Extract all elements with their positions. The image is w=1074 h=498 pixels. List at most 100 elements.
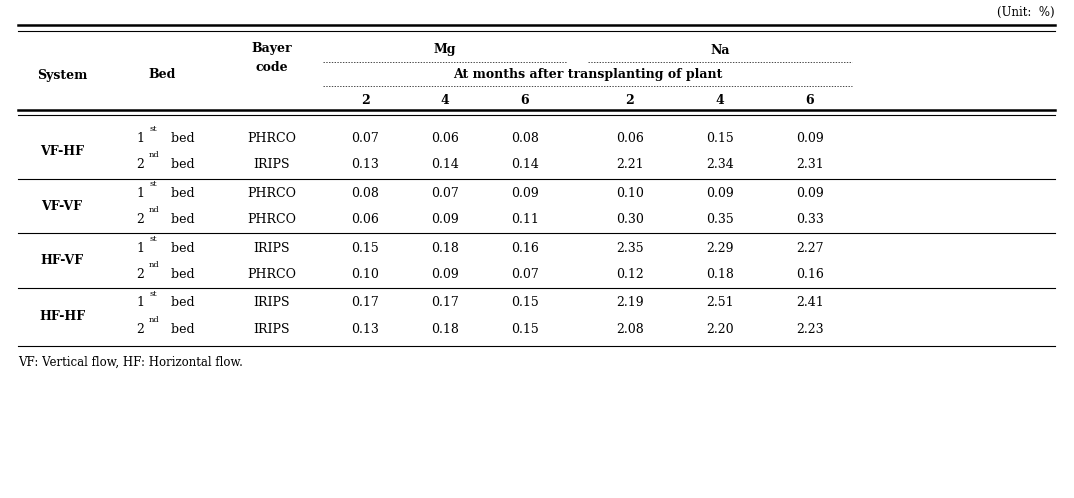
Text: 0.10: 0.10 — [616, 186, 644, 200]
Text: HF-VF: HF-VF — [41, 254, 84, 267]
Text: 0.16: 0.16 — [511, 242, 539, 254]
Text: Phragmites communis: Phragmites communis — [71, 377, 204, 390]
Text: 0.35: 0.35 — [706, 213, 734, 226]
Text: 0.18: 0.18 — [706, 267, 734, 280]
Text: nd: nd — [149, 316, 160, 324]
Text: PHRCO: PHRCO — [247, 131, 296, 144]
Text: At months after transplanting of plant: At months after transplanting of plant — [453, 68, 722, 81]
Text: Bayer: Bayer — [251, 41, 292, 54]
Text: 0.06: 0.06 — [616, 131, 644, 144]
Text: st: st — [149, 125, 157, 133]
Text: 2.23: 2.23 — [796, 323, 824, 336]
Text: st: st — [149, 180, 157, 188]
Text: 0.06: 0.06 — [431, 131, 459, 144]
Text: 0.07: 0.07 — [431, 186, 459, 200]
Text: (Unit:  %): (Unit: %) — [998, 5, 1055, 18]
Text: 2: 2 — [136, 267, 144, 280]
Text: 1: 1 — [136, 131, 144, 144]
Text: 0.18: 0.18 — [431, 242, 459, 254]
Text: TRINUS, IRIPS:: TRINUS, IRIPS: — [204, 377, 307, 390]
Text: 1: 1 — [136, 242, 144, 254]
Text: bed: bed — [166, 242, 194, 254]
Text: 0.09: 0.09 — [706, 186, 734, 200]
Text: Bed: Bed — [148, 69, 176, 82]
Text: 4: 4 — [440, 94, 449, 107]
Text: Iris peseudoacorus: Iris peseudoacorus — [307, 377, 421, 390]
Text: 0.09: 0.09 — [431, 213, 459, 226]
Text: 0.30: 0.30 — [616, 213, 644, 226]
Text: 2.34: 2.34 — [706, 157, 734, 170]
Text: 0.07: 0.07 — [511, 267, 539, 280]
Text: 2: 2 — [361, 94, 369, 107]
Text: 0.12: 0.12 — [616, 267, 644, 280]
Text: 2: 2 — [136, 213, 144, 226]
Text: bed: bed — [166, 213, 194, 226]
Text: bed: bed — [166, 131, 194, 144]
Text: 0.15: 0.15 — [706, 131, 734, 144]
Text: nd: nd — [149, 261, 160, 269]
Text: bed: bed — [166, 186, 194, 200]
Text: 1: 1 — [136, 296, 144, 309]
Text: 0.10: 0.10 — [351, 267, 379, 280]
Text: 0.14: 0.14 — [511, 157, 539, 170]
Text: VF-HF: VF-HF — [40, 144, 84, 157]
Text: 0.15: 0.15 — [511, 296, 539, 309]
Text: 0.16: 0.16 — [796, 267, 824, 280]
Text: 2.19: 2.19 — [616, 296, 643, 309]
Text: 0.08: 0.08 — [351, 186, 379, 200]
Text: 2.31: 2.31 — [796, 157, 824, 170]
Text: 0.11: 0.11 — [511, 213, 539, 226]
Text: 6: 6 — [521, 94, 529, 107]
Text: PHRCO: PHRCO — [247, 213, 296, 226]
Text: 0.13: 0.13 — [351, 157, 379, 170]
Text: bed: bed — [166, 267, 194, 280]
Text: code: code — [256, 61, 288, 75]
Text: 2: 2 — [626, 94, 635, 107]
Text: IRIPS: IRIPS — [253, 242, 290, 254]
Text: 0.17: 0.17 — [431, 296, 459, 309]
Text: st: st — [149, 290, 157, 298]
Text: nd: nd — [149, 206, 160, 214]
Text: 0.14: 0.14 — [431, 157, 459, 170]
Text: VF-VF: VF-VF — [42, 200, 83, 213]
Text: Mg: Mg — [434, 43, 456, 56]
Text: bed: bed — [166, 296, 194, 309]
Text: 2.41: 2.41 — [796, 296, 824, 309]
Text: 0.09: 0.09 — [511, 186, 539, 200]
Text: 2: 2 — [136, 157, 144, 170]
Text: 2.27: 2.27 — [796, 242, 824, 254]
Text: 0.06: 0.06 — [351, 213, 379, 226]
Text: 2.20: 2.20 — [707, 323, 734, 336]
Text: Na: Na — [710, 43, 729, 56]
Text: 0.09: 0.09 — [431, 267, 459, 280]
Text: IRIPS: IRIPS — [253, 157, 290, 170]
Text: 2.08: 2.08 — [616, 323, 644, 336]
Text: System: System — [37, 69, 87, 82]
Text: 0.18: 0.18 — [431, 323, 459, 336]
Text: 0.15: 0.15 — [511, 323, 539, 336]
Text: 0.09: 0.09 — [796, 131, 824, 144]
Text: 1: 1 — [136, 186, 144, 200]
Text: 2: 2 — [136, 323, 144, 336]
Text: nd: nd — [149, 151, 160, 159]
Text: HF-HF: HF-HF — [39, 309, 85, 323]
Text: 6: 6 — [806, 94, 814, 107]
Text: PHRCO: PHRCO — [247, 186, 296, 200]
Text: 0.07: 0.07 — [351, 131, 379, 144]
Text: 0.15: 0.15 — [351, 242, 379, 254]
Text: 2.51: 2.51 — [707, 296, 734, 309]
Text: 0.33: 0.33 — [796, 213, 824, 226]
Text: 0.17: 0.17 — [351, 296, 379, 309]
Text: IRIPS: IRIPS — [253, 296, 290, 309]
Text: 0.08: 0.08 — [511, 131, 539, 144]
Text: 2.35: 2.35 — [616, 242, 643, 254]
Text: PHRCO:: PHRCO: — [18, 377, 71, 390]
Text: PHRCO: PHRCO — [247, 267, 296, 280]
Text: 0.09: 0.09 — [796, 186, 824, 200]
Text: bed: bed — [166, 323, 194, 336]
Text: 2.21: 2.21 — [616, 157, 643, 170]
Text: bed: bed — [166, 157, 194, 170]
Text: 4: 4 — [715, 94, 724, 107]
Text: 0.13: 0.13 — [351, 323, 379, 336]
Text: L.: L. — [421, 377, 436, 390]
